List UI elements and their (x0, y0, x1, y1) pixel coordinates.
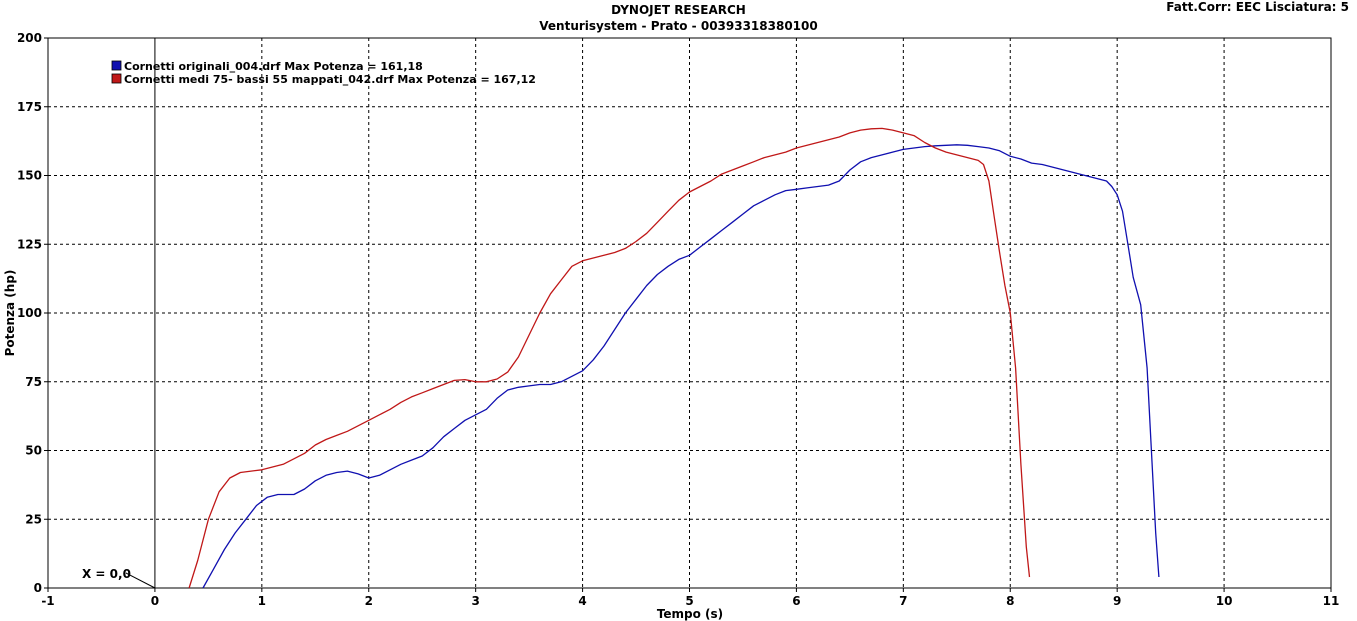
x-tick-label: -1 (41, 594, 54, 608)
y-tick-label: 0 (34, 581, 42, 595)
y-tick-label: 75 (25, 375, 42, 389)
x-tick-label: 2 (365, 594, 373, 608)
curves (188, 127, 1160, 589)
x-tick-label: 9 (1113, 594, 1121, 608)
y-axis-label: Potenza (hp) (3, 270, 17, 357)
legend-swatch (111, 73, 122, 84)
x-tick-label: 4 (578, 594, 586, 608)
y-tick-label: 50 (25, 444, 42, 458)
y-tick-label: 150 (17, 169, 42, 183)
y-tick-label: 175 (17, 100, 42, 114)
y-tick-labels: 0 25 50 75 100 125 150 175 200 (17, 31, 42, 595)
x-tick-labels: -1 0 1 2 3 4 5 6 7 8 9 10 11 (41, 594, 1339, 608)
x-tick-label: 7 (899, 594, 907, 608)
correction-info: Fatt.Corr: EEC Lisciatura: 5 (1166, 0, 1349, 14)
legend-swatch (111, 60, 122, 71)
x-tick-label: 0 (151, 594, 159, 608)
chart-subtitle: Venturisystem - Prato - 00393318380100 (539, 19, 818, 33)
x-tick-label: 10 (1216, 594, 1233, 608)
legend-entry: Cornetti medi 75- bassi 55 mappati_042.d… (124, 73, 536, 86)
x-tick-label: 1 (258, 594, 266, 608)
x-axis-label: Tempo (s) (657, 607, 723, 621)
legend: Cornetti originali_004.drf Max Potenza =… (111, 60, 536, 86)
y-tick-label: 125 (17, 237, 42, 251)
x-tick-label: 11 (1323, 594, 1340, 608)
marker-label: X = 0,0 (82, 567, 131, 581)
marker-leader-line (125, 572, 156, 589)
x-tick-label: 6 (792, 594, 800, 608)
series-line-1 (202, 144, 1160, 589)
y-tick-label: 100 (17, 306, 42, 320)
x-tick-label: 5 (685, 594, 693, 608)
grid-lines (44, 37, 1332, 592)
y-tick-label: 25 (25, 512, 42, 526)
legend-entry: Cornetti originali_004.drf Max Potenza =… (124, 60, 423, 73)
y-tick-label: 200 (17, 31, 42, 45)
chart-title: DYNOJET RESEARCH (611, 3, 746, 17)
x-tick-label: 8 (1006, 594, 1014, 608)
x-tick-label: 3 (471, 594, 479, 608)
series-line-2 (188, 127, 1031, 589)
